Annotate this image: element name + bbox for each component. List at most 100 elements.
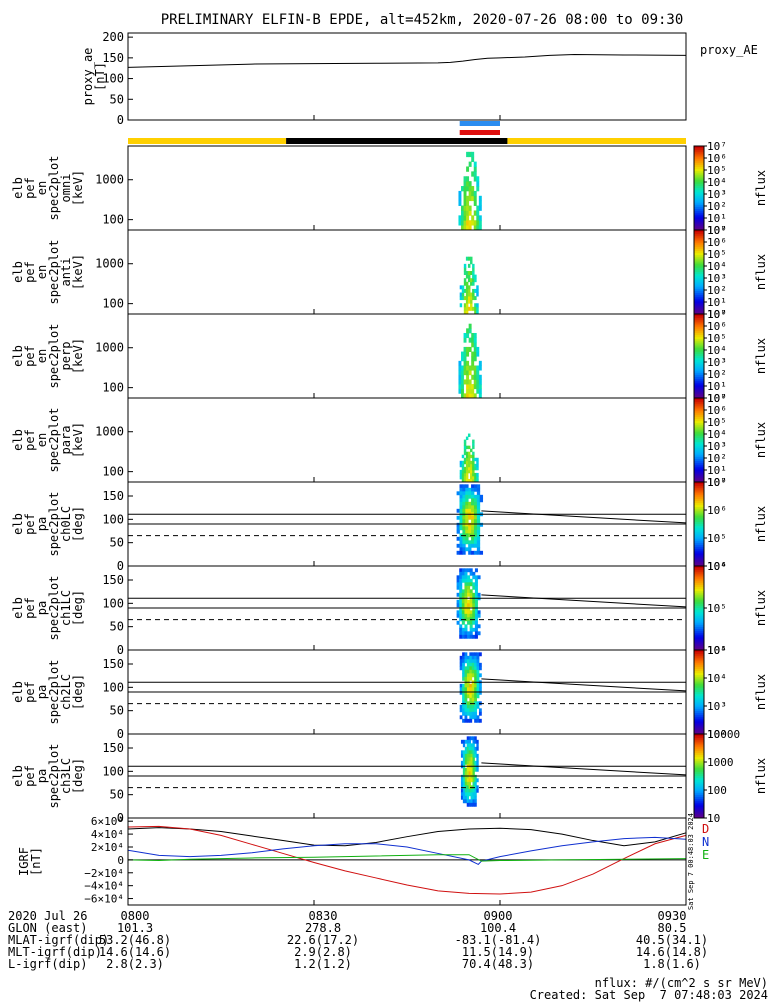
pitch-ch0LC-cell — [476, 533, 481, 538]
pitch-ch0LC-cell — [468, 540, 472, 545]
energy-para-cell — [465, 451, 469, 456]
pitch-ch3LC-cell — [462, 799, 466, 804]
energy-anti-cbar-cell — [694, 238, 704, 241]
energy-omni-cell — [471, 186, 475, 192]
footer-row-label: 2020 Jul 26 — [8, 909, 88, 923]
pitch-ch1LC-cell — [474, 578, 478, 583]
pitch-ch2LC-cbar-cell — [694, 702, 704, 706]
energy-anti-cbar-cell — [694, 269, 704, 273]
energy-perp-cell — [476, 374, 480, 380]
energy-perp-cell — [463, 337, 467, 343]
pitch-ch1LC-cell — [464, 592, 468, 597]
pitch-ch2LC-cell — [462, 683, 465, 688]
energy-anti-cbar-label-4: 10⁴ — [707, 260, 727, 273]
pitch-ch3LC-cbar-cell — [694, 763, 704, 766]
energy-perp-cell — [458, 365, 462, 371]
energy-para-cell — [463, 451, 467, 456]
pitch-ch3LC-cell — [460, 750, 464, 755]
energy-anti-cell — [463, 296, 467, 301]
pitch-ch0LC-cbar-cell — [694, 549, 704, 552]
energy-perp-cell — [458, 374, 462, 380]
pitch-ch1LC-cell — [474, 631, 478, 636]
energy-perp-cell — [473, 370, 477, 376]
pitch-ch3LC-cell — [472, 771, 475, 776]
energy-anti-cbar-cell — [694, 242, 704, 246]
pitch-ch2LC-cbar-cell — [694, 731, 704, 735]
pitch-ch3LC-cell — [466, 767, 470, 772]
energy-para-cbar-label-2: 10² — [707, 452, 727, 465]
energy-omni-cbar-cell — [694, 202, 704, 206]
pitch-ch2LC-cell — [476, 715, 480, 720]
pitch-ch1LC-cell — [472, 575, 476, 580]
pitch-ch3LC-cbar-frame — [693, 733, 705, 819]
pitch-ch0LC-cell — [473, 505, 478, 510]
energy-perp-cell — [468, 365, 472, 371]
pitch-ch1LC-ytick-label-3: 150 — [102, 573, 124, 587]
pitch-ch3LC-cell — [476, 743, 479, 748]
pitch-ch1LC-cbar-cell — [694, 576, 704, 580]
pitch-ch3LC-cell — [466, 781, 470, 786]
pitch-ch3LC-cell — [462, 743, 466, 748]
energy-anti-cell — [465, 310, 469, 315]
pitch-ch3LC-cell — [464, 795, 468, 800]
igrf-series-E — [127, 854, 687, 862]
pitch-ch2LC-cell — [478, 652, 482, 657]
energy-perp-cbar-cell — [694, 356, 704, 359]
pitch-ch0LC-ylabel-0: elb — [11, 513, 25, 535]
pitch-ch0LC-cell — [473, 494, 478, 499]
pitch-ch3LC-cell — [476, 739, 479, 744]
pitch-ch3LC-cell — [472, 799, 475, 804]
pitch-ch3LC-cell — [466, 788, 470, 793]
pitch-ch3LC-cell — [464, 750, 468, 755]
energy-omni-cell — [463, 225, 467, 231]
pitch-ch1LC-cell — [461, 571, 465, 576]
energy-perp-cell — [471, 356, 475, 362]
pitch-ch0LC-cell — [473, 515, 478, 520]
pitch-ch2LC-cell — [464, 704, 468, 709]
pitch-ch2LC-cell — [476, 652, 480, 657]
pitch-ch0LC-cell — [462, 498, 466, 503]
energy-anti-cbar-cell — [694, 295, 704, 298]
energy-omni-cell — [463, 215, 467, 221]
pitch-ch0LC-cell — [468, 529, 472, 534]
energy-anti-cbar-cell — [694, 305, 704, 309]
energy-omni-cbar-cell — [694, 215, 704, 218]
energy-perp-heatmap — [458, 323, 482, 399]
pitch-ch0LC-ytick-label-1: 50 — [110, 536, 124, 550]
energy-para-cell — [465, 454, 469, 459]
energy-para-cbar-cell — [694, 465, 704, 468]
pitch-ch1LC-cell — [469, 627, 473, 632]
pitch-ch1LC-ylabel-5: [deg] — [71, 590, 85, 626]
energy-omni-cbar-title: nflux — [754, 170, 768, 206]
pitch-ch0LC-cell — [462, 526, 466, 531]
ae-series-line — [127, 54, 687, 68]
energy-anti-cell — [474, 296, 477, 301]
energy-perp-cell — [476, 351, 480, 357]
energy-omni-cell — [473, 195, 477, 202]
energy-para-cbar-cell — [694, 402, 704, 405]
energy-anti-cbar-cell — [694, 267, 704, 271]
pitch-ch3LC-cell — [472, 750, 475, 755]
pitch-ch2LC-cell — [476, 666, 480, 671]
pitch-ch2LC-cell — [464, 687, 468, 692]
energy-perp-ytick-label-0: 100 — [102, 381, 124, 395]
pitch-ch3LC-cell — [472, 788, 475, 793]
energy-perp-cbar-cell — [694, 320, 704, 323]
energy-para-cell — [470, 469, 473, 474]
energy-anti-cell — [474, 288, 477, 293]
pitch-ch3LC-cbar-label-1: 100 — [707, 784, 727, 797]
pitch-ch1LC-cell — [472, 603, 476, 608]
energy-perp-cell — [471, 384, 475, 390]
pitch-ch0LC-cell — [468, 505, 472, 510]
energy-anti-cell — [472, 306, 475, 311]
energy-omni-cell — [466, 225, 470, 231]
pitch-ch0LC-ylabel-5: [deg] — [71, 506, 85, 542]
pitch-ch3LC-cell — [474, 802, 477, 807]
energy-omni-cell — [468, 186, 472, 192]
energy-para-cbar-cell — [694, 471, 704, 475]
pitch-ch0LC-cell — [465, 498, 469, 503]
energy-perp-cell — [461, 379, 464, 385]
energy-para-cell — [463, 439, 467, 444]
pitch-ch1LC-cbar-cell — [694, 591, 704, 594]
energy-omni-ytick-label-0: 100 — [102, 213, 124, 227]
